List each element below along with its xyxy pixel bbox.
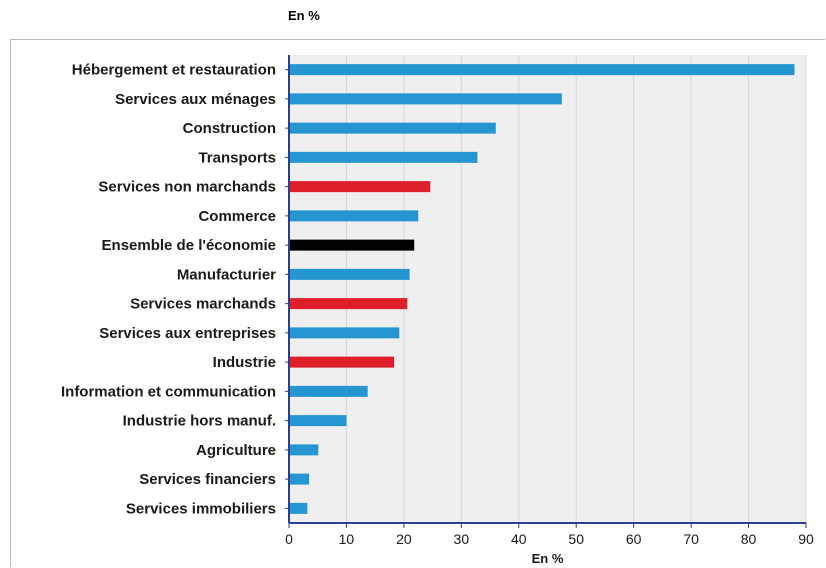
- category-label: Information et communication: [61, 383, 276, 400]
- bar: [289, 327, 400, 339]
- bar: [289, 239, 415, 251]
- x-tick-label: 50: [568, 531, 584, 547]
- x-tick-label: 40: [511, 531, 527, 547]
- category-label: Ensemble de l'économie: [102, 237, 276, 254]
- bar: [289, 151, 478, 163]
- bar: [289, 502, 308, 514]
- bar: [289, 122, 496, 134]
- category-label: Services aux ménages: [115, 91, 276, 108]
- category-label: Agriculture: [196, 442, 276, 459]
- chart-panel: [10, 39, 825, 567]
- bar: [289, 181, 431, 193]
- category-label: Manufacturier: [177, 266, 276, 283]
- x-tick-label: 80: [741, 531, 757, 547]
- x-tick-label: 0: [285, 531, 293, 547]
- category-label: Commerce: [198, 208, 276, 225]
- category-label: Services marchands: [130, 296, 276, 313]
- bar: [289, 444, 319, 456]
- category-label: Services immobiliers: [126, 500, 276, 517]
- category-label: Hébergement et restauration: [72, 62, 276, 79]
- category-label: Industrie: [213, 354, 276, 371]
- bar: [289, 210, 419, 222]
- category-label: Transports: [198, 149, 276, 166]
- bar: [289, 64, 795, 76]
- category-label: Construction: [183, 120, 276, 137]
- bar: [289, 473, 310, 485]
- x-tick-labels: 0 10 20 30 40 50 60 70 80 90: [285, 523, 814, 547]
- x-tick-label: 70: [683, 531, 699, 547]
- x-tick-label: 10: [339, 531, 355, 547]
- bars: [289, 64, 795, 514]
- bar: [289, 268, 410, 280]
- category-label: Services aux entreprises: [99, 325, 276, 342]
- category-labels: Hébergement et restauration Services aux …: [61, 62, 289, 517]
- x-tick-label: 90: [798, 531, 814, 547]
- x-tick-label: 60: [626, 531, 642, 547]
- x-axis-title: En %: [532, 551, 564, 566]
- bar: [289, 93, 562, 105]
- bar: [289, 356, 395, 368]
- bar: [289, 385, 368, 397]
- bar: [289, 298, 408, 310]
- category-label: Services financiers: [139, 471, 276, 488]
- unit-label-top: En %: [288, 8, 320, 23]
- bar: [289, 415, 347, 427]
- category-label: Industrie hors manuf.: [123, 413, 276, 430]
- category-label: Services non marchands: [98, 179, 276, 196]
- x-tick-label: 30: [454, 531, 470, 547]
- x-tick-label: 20: [396, 531, 412, 547]
